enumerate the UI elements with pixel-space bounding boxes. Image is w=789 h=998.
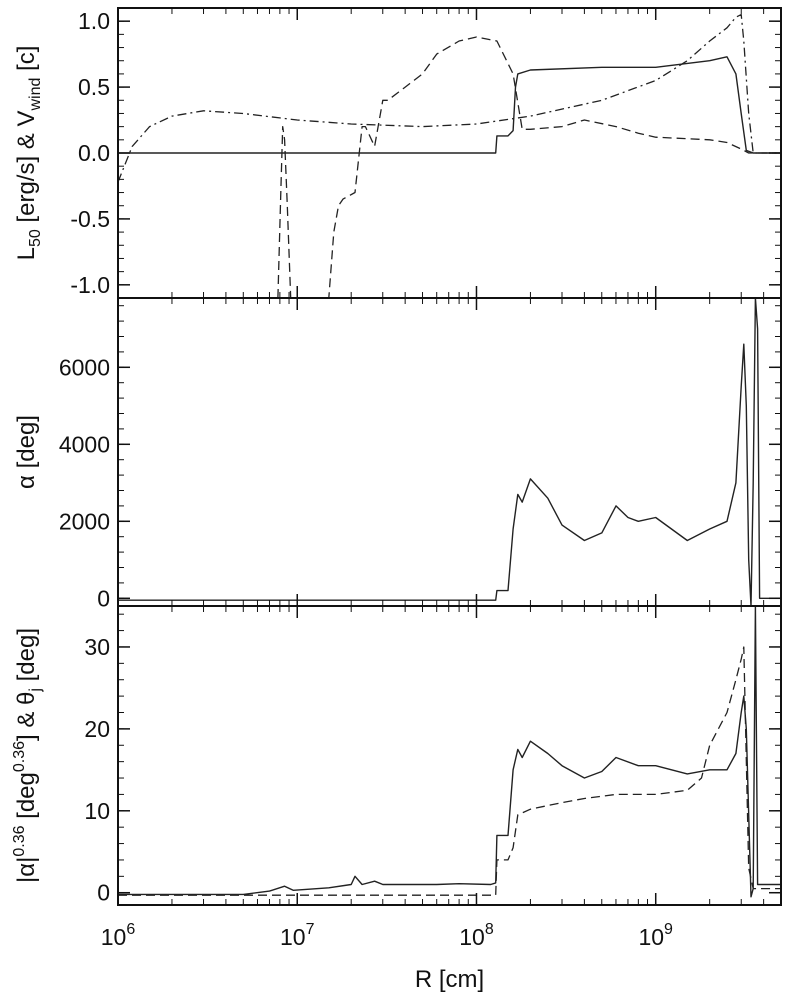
y-tick-label: 20: [84, 716, 110, 742]
series-line-dashdot: [118, 13, 781, 183]
y-axis-label: α [deg]: [13, 415, 40, 489]
y-tick-label: 30: [84, 634, 110, 660]
series-group: [118, 606, 781, 898]
y-tick-label: 0: [97, 585, 110, 611]
panel-top: -1.0 -0.5 0.0 0.5 1.0 L50 [erg/s] & Vwind [c]: [13, 7, 782, 299]
y-tick-label: -0.5: [70, 206, 110, 232]
y-tick-label: 6000: [59, 354, 110, 380]
plot-frame: [117, 605, 782, 906]
x-tick-label: 107: [280, 921, 315, 950]
y-tick-label: 0: [97, 880, 110, 906]
series-line-dashed: [277, 36, 781, 298]
y-axis-label: L50 [erg/s] & Vwind [c]: [13, 46, 44, 261]
series-line-dashed: [118, 646, 781, 896]
panel-bottom: 0 10 20 30 |α|0.36 [deg0.36] & θj [deg] 106 10…: [11, 605, 782, 993]
y-axis-label: |α|0.36 [deg0.36] & θj [deg]: [11, 628, 44, 883]
y-tick-label: 1.0: [78, 8, 110, 34]
y-tick-label: 4000: [59, 431, 110, 457]
x-tick-label: 109: [638, 921, 673, 950]
series-group: [118, 13, 781, 298]
series-line-solid: [118, 298, 781, 606]
y-tick-label: 0.0: [78, 140, 110, 166]
y-tick-label: 2000: [59, 508, 110, 534]
x-tick-label: 108: [459, 921, 494, 950]
plot-frame: [117, 297, 782, 607]
x-axis-label: R [cm]: [415, 966, 484, 993]
series-line-solid: [118, 606, 781, 898]
series-line-solid: [118, 56, 781, 154]
y-tick-label: 10: [84, 798, 110, 824]
y-tick-label: 0.5: [78, 74, 110, 100]
x-tick-label: 106: [101, 921, 136, 950]
y-tick-label: -1.0: [70, 272, 110, 298]
series-group: [118, 298, 781, 606]
panel-middle: 0 2000 4000 6000 α [deg]: [13, 297, 782, 611]
